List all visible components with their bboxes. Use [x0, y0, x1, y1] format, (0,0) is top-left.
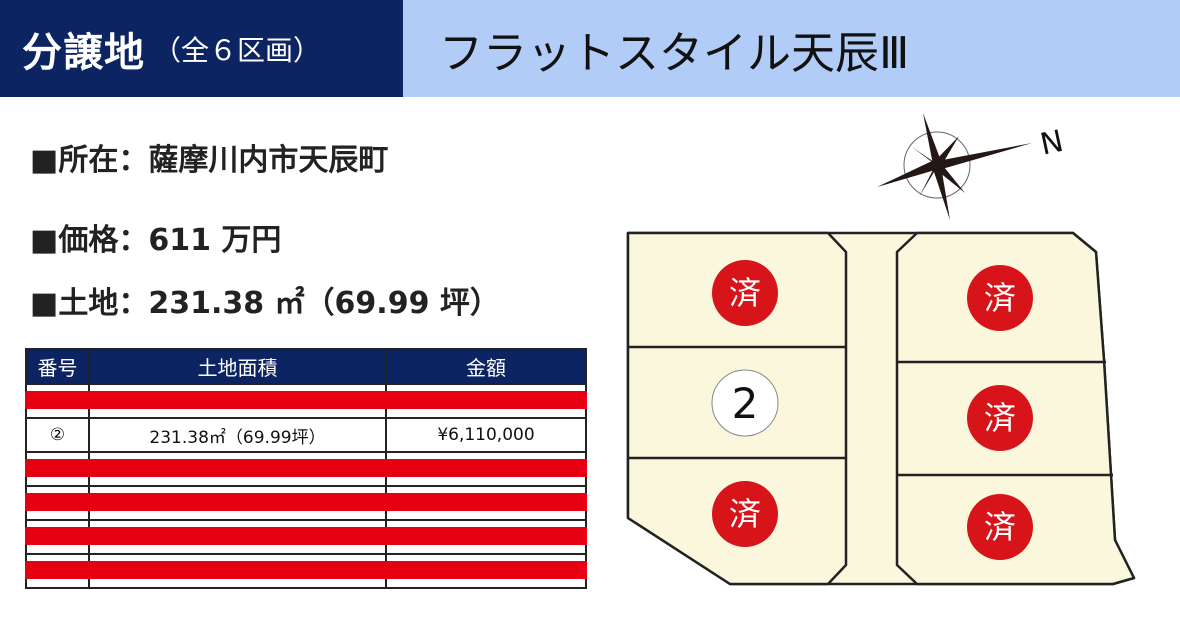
sold-marker: [712, 260, 778, 326]
price-text: ■価格：611 万円: [30, 223, 282, 258]
page-title: 分譲地: [22, 29, 145, 76]
table-row: ② 231.38㎡（69.99坪） ¥6,110,000: [25, 417, 587, 453]
sold-strike-bar: [25, 391, 587, 409]
land-text: ■土地：231.38 ㎡（69.99 坪）: [30, 286, 500, 321]
cell-price: ¥6,110,000: [385, 417, 587, 453]
title-banner: 分譲地 （全６区画）: [0, 0, 403, 97]
location-text: ■所在：薩摩川内市天辰町: [30, 143, 389, 178]
sold-label: 済: [984, 399, 1016, 437]
available-lot-marker: [711, 369, 779, 437]
sold-label: 済: [729, 495, 761, 533]
sold-strike-bar: [25, 493, 587, 511]
compass-north-label: N: [1037, 124, 1066, 163]
sold-marker: [967, 265, 1033, 331]
table-header: 番号 土地面積 金額: [25, 348, 587, 385]
col-price: 金額: [385, 348, 587, 385]
lot-count: （全６区画）: [153, 33, 322, 67]
sold-strike-bar: [25, 527, 587, 545]
sold-marker: [967, 385, 1033, 451]
sold-marker: [967, 494, 1033, 560]
cell-area: 231.38㎡（69.99坪）: [88, 417, 387, 453]
property-name: フラットスタイル天辰Ⅲ: [403, 0, 1180, 97]
col-number: 番号: [25, 348, 90, 385]
sold-strike-bar: [25, 459, 587, 477]
lot-number: 2: [732, 379, 759, 428]
col-area: 土地面積: [88, 348, 387, 385]
sold-label: 済: [729, 274, 761, 312]
sold-label: 済: [984, 508, 1016, 546]
sold-label: 済: [984, 279, 1016, 317]
sold-marker: [712, 481, 778, 547]
sold-strike-bar: [25, 561, 587, 579]
compass-icon: [877, 113, 1032, 220]
cell-no: ②: [25, 417, 90, 453]
